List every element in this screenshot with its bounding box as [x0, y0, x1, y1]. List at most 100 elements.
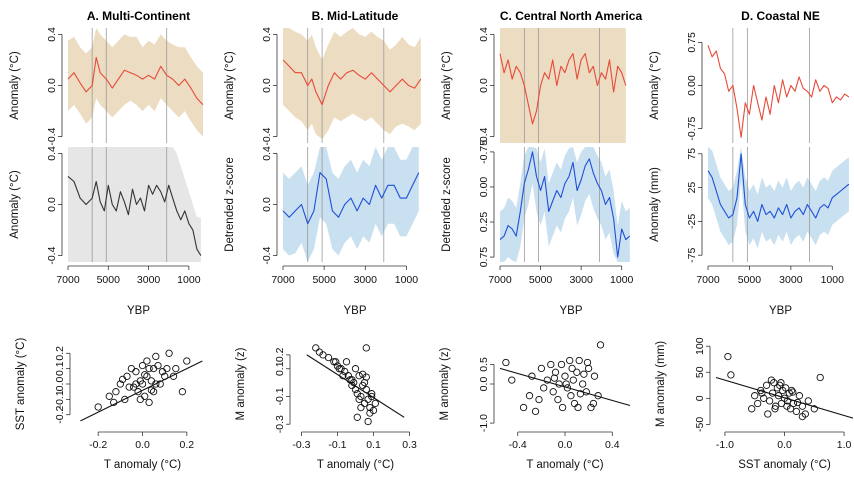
scatter-point: [584, 364, 593, 373]
scatter-point: [353, 413, 361, 421]
x-tick-label: 7000: [271, 274, 295, 286]
uncertainty-band: [68, 147, 201, 262]
x-axis-label: YBP: [559, 305, 582, 317]
time-x-axis: 7000 5000 3000 1000 YBP: [271, 265, 418, 317]
scatter-point: [575, 356, 583, 365]
scatter-point: [789, 388, 797, 396]
bottom-timeseries: -0.4 0.0 0.4 Detrended z-score: [224, 146, 420, 265]
scatter-point: [574, 403, 582, 412]
y-axis-label: Anomaly (°C): [441, 51, 453, 120]
scatter-point: [771, 405, 779, 413]
scatter-x-axis: -1.0 0.0 1.0 SST anomaly (°C): [716, 431, 852, 471]
scatter-point: [134, 388, 142, 396]
scatter-point: [762, 381, 771, 389]
series-line: [707, 153, 850, 222]
scatter-point: [154, 361, 162, 370]
scatter-point: [540, 384, 548, 392]
scatter-point: [118, 375, 127, 384]
y-axis-label: Detrended z-score: [441, 157, 453, 252]
scatter-point: [751, 392, 759, 400]
scatter-y-axis: -0.3 -0.1 0.10.2 M anomaly (z): [235, 347, 291, 433]
y-tick-label: 25: [686, 182, 698, 194]
x-tick-label: -0.4: [509, 439, 527, 451]
x-tick-label: 5000: [529, 274, 553, 286]
scatter-x-axis: -0.2 0.0 0.2 T anomaly (°C): [89, 431, 195, 471]
scatter-point: [576, 390, 585, 398]
scatter-point: [727, 371, 735, 379]
scatter-point: [570, 399, 579, 408]
y-axis-label: M anomaly (z): [235, 347, 247, 420]
scatter-point: [573, 368, 581, 376]
scatter-y-axis: -1.0 0.0 0.5 M anomaly (z): [439, 347, 495, 432]
y-tick-label: 0.0: [261, 78, 273, 93]
x-tick-label: 0.0: [135, 439, 150, 451]
scatter-point: [152, 352, 160, 361]
scatter-plot: -0.2 0.0 0.2T anomaly (°C)-0.2-0.10.00.10.…: [15, 338, 203, 471]
x-axis-label: YBP: [769, 305, 792, 317]
scatter-point: [138, 361, 147, 370]
scatter-y-axis: -0.2-0.10.00.10.2 SST anomaly (°C): [15, 338, 71, 430]
x-axis-label: T anomaly (°C): [317, 459, 394, 471]
scatter-x-axis: -0.3 -0.1 0.1 0.3 T anomaly (°C): [292, 431, 417, 471]
x-tick-label: 7000: [488, 274, 512, 286]
scatter-point: [798, 412, 807, 421]
scatter-point: [525, 392, 534, 400]
panel-title: C. Central North America: [500, 9, 643, 23]
y-tick-label: -50: [694, 417, 706, 432]
scatter-point: [163, 364, 171, 373]
series-line: [67, 56, 204, 106]
y-axis: -0.4 0.0 0.4 Anomaly (°C): [441, 27, 495, 146]
x-tick-label: 1.0: [837, 439, 852, 451]
scatter-point: [125, 383, 133, 391]
scatter-point: [816, 373, 824, 382]
y-axis-label: M anomaly (mm): [655, 341, 667, 427]
scatter-point: [558, 403, 567, 412]
panel-c: C. Central North America -0.4 0.0 0.4 Anomal…: [439, 9, 642, 471]
y-axis: -0.75 0.00 0.25 0.75 Detrended z-score: [441, 140, 495, 267]
y-tick-label: 0.2: [274, 347, 286, 362]
panel-title: D. Coastal NE: [741, 9, 820, 23]
x-tick-label: 0.2: [180, 439, 195, 451]
scatter-point: [502, 358, 510, 367]
scatter-point: [810, 405, 818, 413]
scatter-point: [535, 395, 543, 404]
y-axis: -0.4 0.0 0.4 Anomaly (°C): [224, 27, 278, 146]
top-timeseries: -0.4 0.0 0.4 Anomaly (°C): [441, 27, 627, 146]
series-line: [499, 53, 627, 125]
time-x-axis: 7000 5000 3000 1000 YBP: [488, 265, 634, 317]
scatter-point: [782, 384, 790, 392]
y-tick-label: -0.1: [274, 387, 286, 405]
scatter-point: [767, 376, 776, 384]
scatter-point: [116, 380, 124, 388]
time-x-axis: 7000 5000 3000 1000 YBP: [696, 265, 844, 317]
y-tick-label: 0.1: [54, 361, 66, 376]
scatter-point: [583, 358, 592, 367]
scatter-point: [112, 388, 120, 396]
scatter-point: [121, 395, 129, 404]
scatter-point: [596, 341, 605, 349]
scatter-point: [362, 373, 370, 381]
y-axis-label: M anomaly (z): [439, 347, 451, 420]
series-line: [282, 172, 420, 225]
scatter-point: [342, 358, 351, 366]
x-tick-label: 1000: [177, 274, 201, 286]
regression-line: [80, 360, 203, 422]
scatter-point: [724, 352, 732, 361]
top-timeseries: -0.4 0.0 0.4 Anomaly (°C): [9, 27, 204, 146]
regression-line: [715, 376, 854, 419]
y-axis: -0.4 0.0 0.4 Anomaly (°C): [9, 27, 63, 146]
y-tick-label: 0: [694, 395, 706, 401]
scatter-point: [771, 402, 780, 410]
x-tick-label: 0.0: [558, 439, 573, 451]
y-axis-label: Anomaly (mm): [649, 167, 661, 242]
scatter-point: [360, 399, 369, 408]
y-tick-label: 0.2: [54, 346, 66, 361]
y-tick-label: 0.1: [274, 361, 286, 376]
scatter-point: [127, 364, 136, 373]
scatter-point: [145, 398, 153, 407]
x-tick-label: 3000: [569, 274, 593, 286]
x-axis-label: YBP: [127, 305, 150, 317]
y-tick-label: -0.4: [478, 127, 490, 145]
uncertainty-band: [500, 147, 630, 262]
panel-title: A. Multi-Continent: [87, 9, 190, 23]
